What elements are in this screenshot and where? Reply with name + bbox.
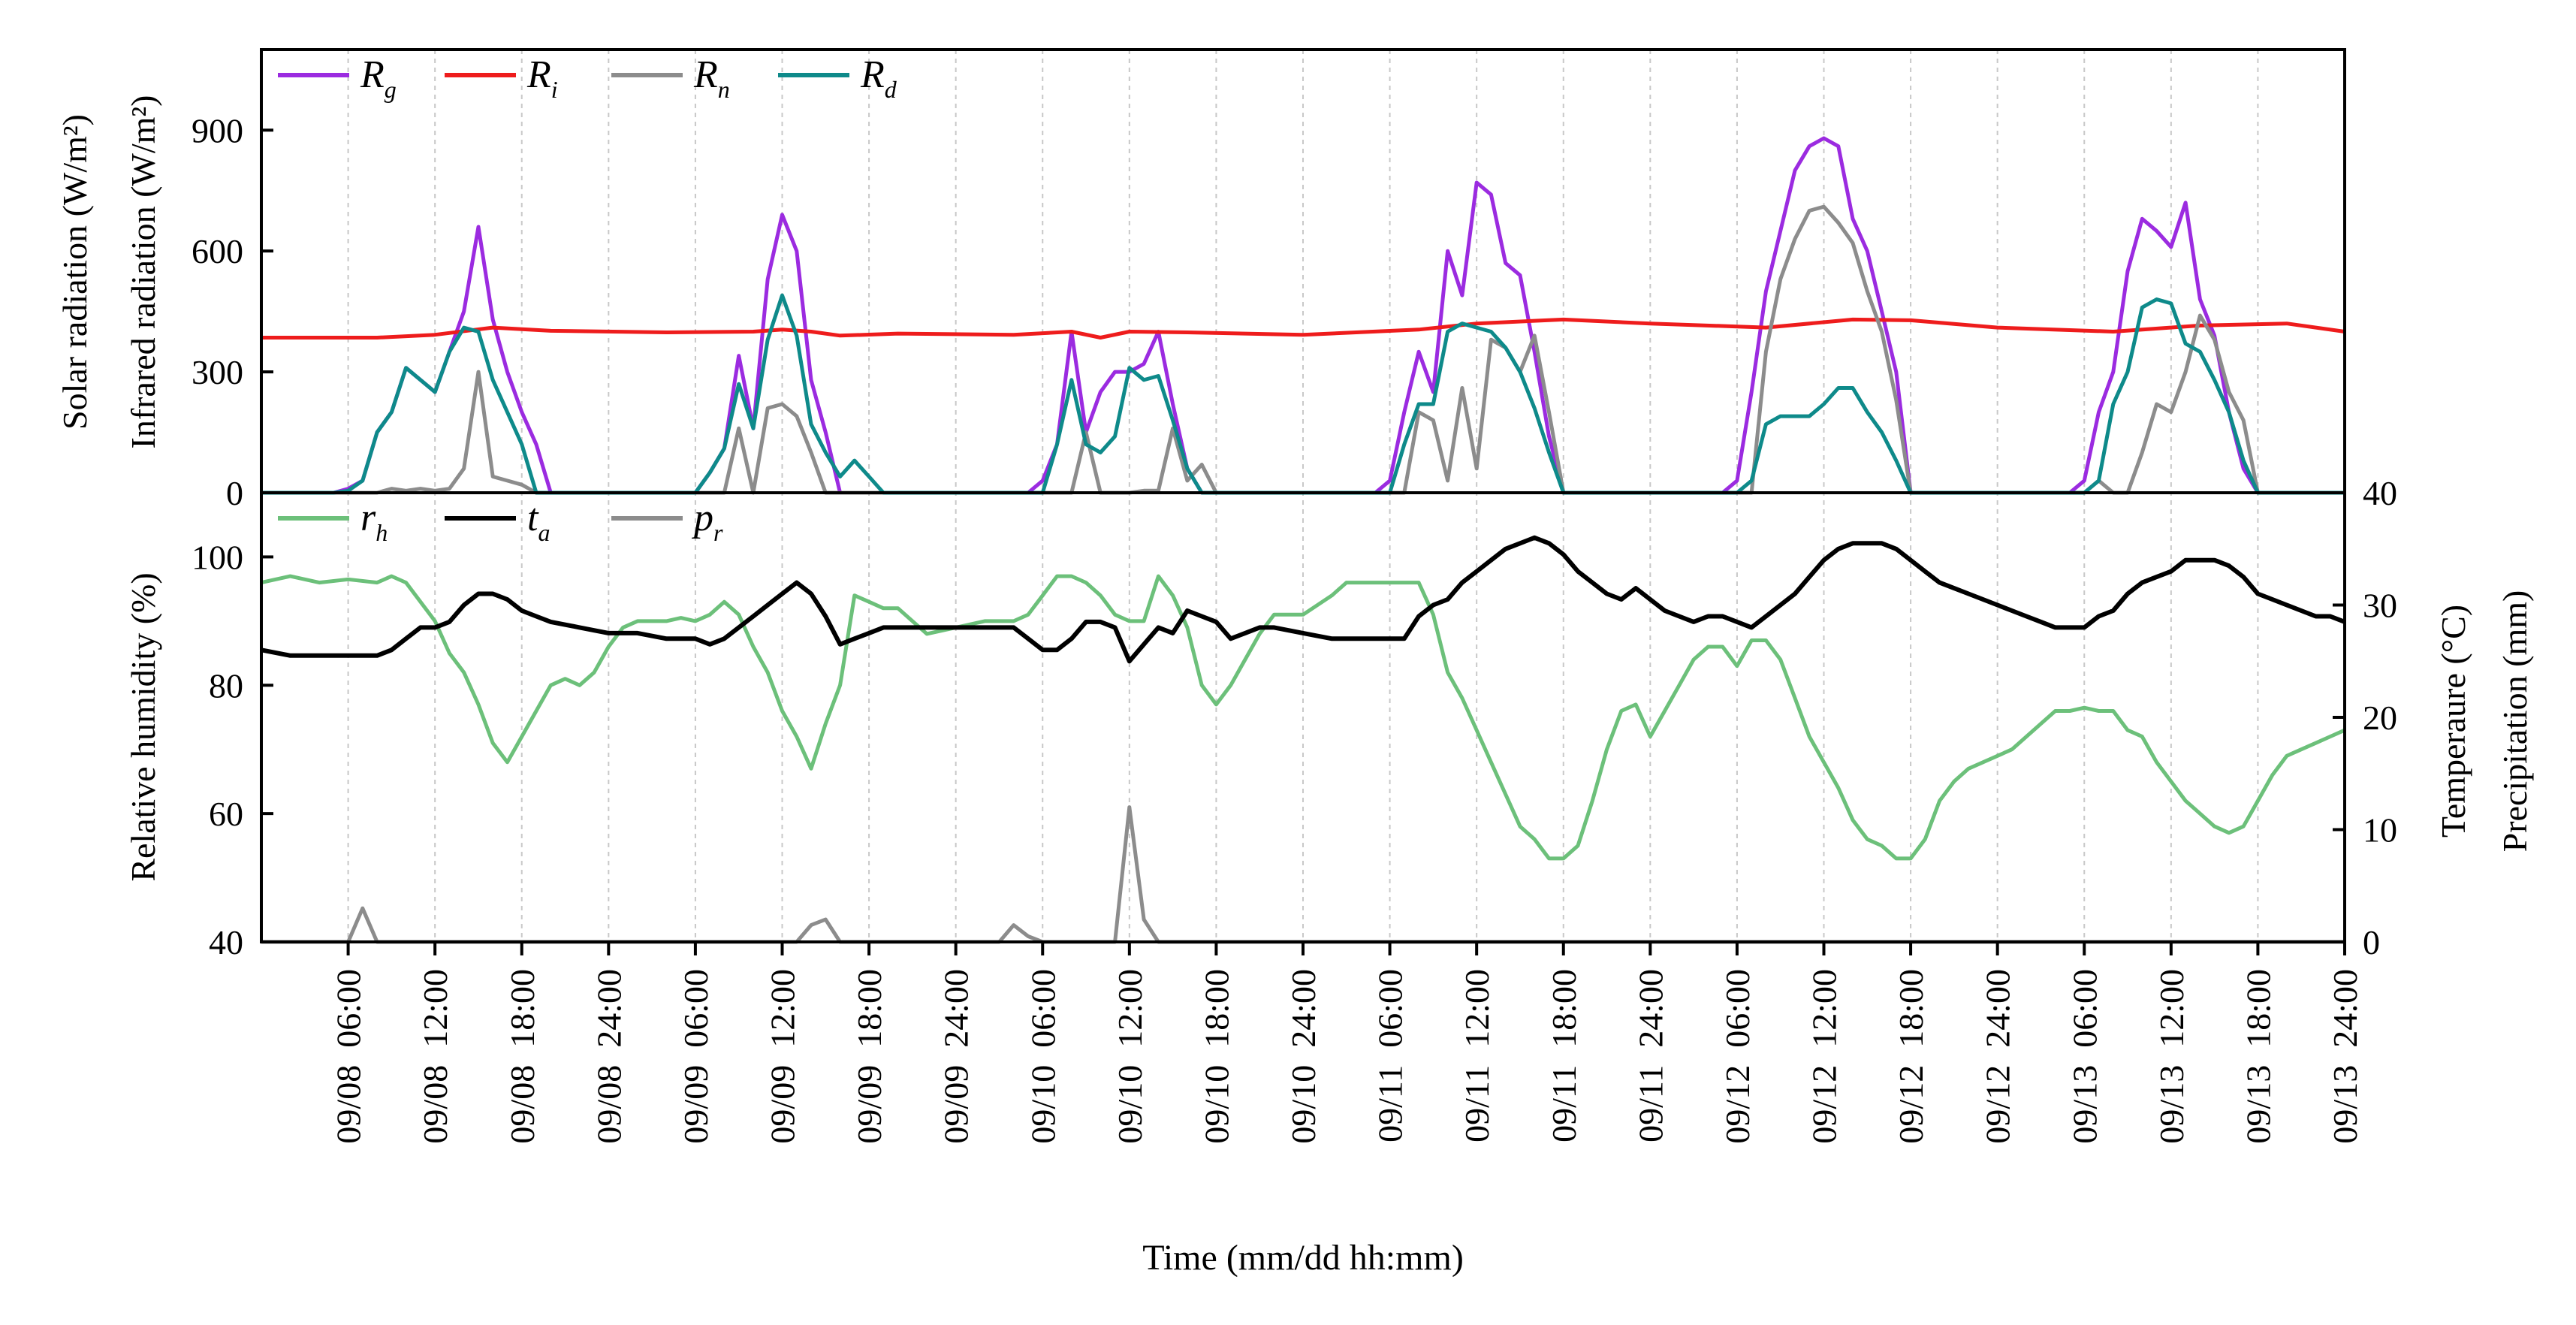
x-tick-label: 09/10 24:00 bbox=[1284, 969, 1323, 1144]
x-tick-label: 09/11 24:00 bbox=[1631, 969, 1670, 1142]
top-legend: Rg Ri Rn Rd bbox=[278, 53, 897, 103]
x-tick-label: 09/10 18:00 bbox=[1197, 969, 1235, 1144]
x-tick-label: 09/12 12:00 bbox=[1805, 969, 1844, 1144]
legend-label-pr: pr bbox=[691, 496, 723, 546]
x-tick-label: 09/08 18:00 bbox=[503, 969, 541, 1144]
x-tick-label: 09/13 06:00 bbox=[2065, 969, 2104, 1144]
x-tick-label: 09/11 12:00 bbox=[1458, 969, 1496, 1142]
bottom-right-y-tick-label: 10 bbox=[2363, 811, 2397, 850]
bottom-right-y-tick-label: 0 bbox=[2363, 923, 2380, 961]
x-tick-label: 09/09 18:00 bbox=[850, 969, 888, 1144]
x-tick-label: 09/11 18:00 bbox=[1545, 969, 1583, 1142]
bottom-left-y-tick-label: 40 bbox=[209, 923, 243, 961]
x-tick-label: 09/08 12:00 bbox=[416, 969, 454, 1144]
top-y-tick-label: 900 bbox=[192, 111, 243, 149]
x-tick-label: 09/09 06:00 bbox=[677, 969, 715, 1144]
bottom-left-y-tick-label: 60 bbox=[209, 795, 243, 833]
axes: 0 300 600 900 40 60 80 100 0 10 20 30 40 09/08 06:00 0… bbox=[192, 111, 2397, 1143]
bottom-y-axis-titles: Relative humidity (%) Temperaure (°C) Pr… bbox=[124, 572, 2534, 881]
bottom-legend: rh ta pr bbox=[278, 496, 723, 546]
top-y-tick-label: 0 bbox=[226, 474, 243, 512]
bottom-right-y-tick-label: 20 bbox=[2363, 699, 2397, 737]
x-tick-label: 09/09 12:00 bbox=[764, 969, 802, 1144]
legend-label-rh: rh bbox=[360, 496, 388, 546]
x-tick-label: 09/13 24:00 bbox=[2326, 969, 2364, 1144]
top-y-axis-title-outer: Solar radiation (W/m²) bbox=[56, 114, 94, 430]
bottom-left-y-axis-title: Relative humidity (%) bbox=[124, 572, 162, 881]
series-line-rh bbox=[261, 574, 2346, 861]
x-tick-label: 09/13 18:00 bbox=[2239, 969, 2277, 1144]
top-y-axis-title-inner: Infrared radiation (W/m²) bbox=[124, 95, 162, 448]
legend-label-ta: ta bbox=[527, 496, 550, 546]
legend-label-Rn: Rn bbox=[693, 53, 730, 103]
bottom-right-y-tick-label: 30 bbox=[2363, 587, 2397, 625]
x-tick-label: 09/09 24:00 bbox=[937, 969, 976, 1144]
legend-label-Ri: Ri bbox=[526, 53, 558, 103]
gridlines bbox=[347, 50, 2259, 942]
series-line-ta bbox=[261, 535, 2346, 664]
x-tick-label: 09/08 06:00 bbox=[330, 969, 368, 1144]
bottom-right-y-axis-title-precipitation: Precipitation (mm) bbox=[2496, 590, 2534, 853]
series-line-Ri bbox=[261, 317, 2345, 340]
legend-label-Rg: Rg bbox=[360, 53, 397, 103]
bottom-right-y-axis-title-temperature: Temperaure (°C) bbox=[2434, 605, 2472, 838]
x-tick-label: 09/13 12:00 bbox=[2152, 969, 2191, 1144]
x-tick-label: 09/12 24:00 bbox=[1979, 969, 2017, 1144]
x-tick-label: 09/12 06:00 bbox=[1718, 969, 1757, 1144]
series-line-Rn bbox=[261, 204, 2345, 495]
x-tick-label: 09/10 06:00 bbox=[1024, 969, 1062, 1144]
top-y-axis-titles: Solar radiation (W/m²) Infrared radiatio… bbox=[56, 95, 162, 448]
legend-label-Rd: Rd bbox=[860, 53, 897, 103]
top-y-tick-label: 600 bbox=[192, 232, 243, 270]
x-tick-label: 09/08 24:00 bbox=[590, 969, 628, 1144]
x-tick-label: 09/10 12:00 bbox=[1111, 969, 1149, 1144]
top-y-tick-label: 300 bbox=[192, 353, 243, 391]
x-tick-label: 09/12 18:00 bbox=[1892, 969, 1930, 1144]
bottom-left-y-tick-label: 100 bbox=[192, 538, 243, 576]
x-tick-label: 09/11 06:00 bbox=[1371, 969, 1410, 1142]
x-axis-title: Time (mm/dd hh:mm) bbox=[1142, 1238, 1464, 1278]
bottom-left-y-tick-label: 80 bbox=[209, 666, 243, 705]
bottom-right-y-tick-label: 40 bbox=[2363, 474, 2397, 512]
